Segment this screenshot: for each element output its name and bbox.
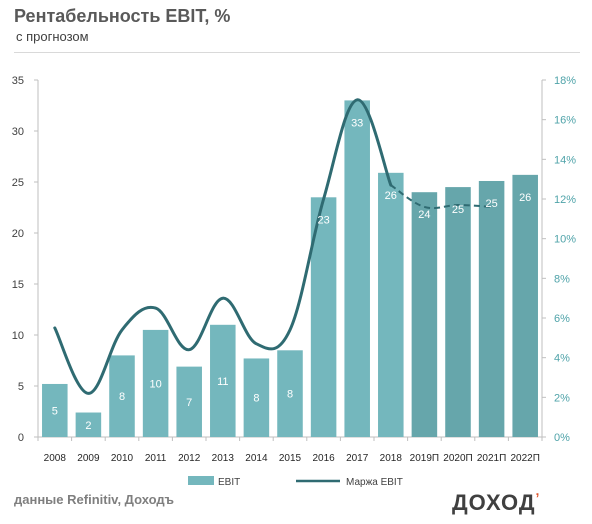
bar-ebit [378,172,404,437]
right-axis-tick-label: 2% [554,392,570,404]
bar-data-label: 33 [351,117,363,129]
bar-data-label: 5 [52,405,58,417]
right-axis-tick-label: 18% [554,75,576,87]
bar-ebit [109,355,135,437]
right-axis-tick-label: 14% [554,154,576,166]
x-axis-tick-label: 2022П [510,453,539,464]
bar-data-label: 7 [186,397,192,409]
right-axis-tick-label: 10% [554,234,576,246]
line-marzha-ebit [53,98,393,395]
bar-data-label: 11 [217,376,228,388]
x-axis-tick-label: 2009 [77,453,100,464]
bar-ebit [478,180,505,438]
legend-label-marzha: Маржа EBIT [346,477,403,488]
bar-data-label: 26 [385,190,397,202]
bar-ebit [75,412,102,437]
right-axis-tick-label: 12% [554,194,576,206]
x-axis-tick-label: 2012 [178,453,201,464]
source-note: данные Refinitiv, Доходъ [14,492,174,507]
bar-data-label: 25 [452,204,464,216]
left-axis-tick-label: 30 [12,126,24,138]
bar-data-label: 26 [519,192,531,204]
right-axis-tick-label: 0% [554,432,570,444]
bar-data-label: 8 [119,391,125,403]
left-axis-tick-label: 5 [18,381,24,393]
x-axis-tick-label: 2021П [477,453,506,464]
x-axis-tick-label: 2016 [312,453,335,464]
x-axis-tick-label: 2019П [410,453,439,464]
bar-ebit [411,192,438,437]
bar-ebit [512,174,538,438]
left-axis-tick-label: 0 [18,432,24,444]
bar-ebit [142,329,169,437]
x-axis-tick-label: 2013 [212,453,235,464]
bar-ebit [176,366,202,437]
bar-data-label: 8 [253,393,259,405]
left-axis-tick-label: 10 [12,330,24,342]
x-axis-tick-label: 2008 [44,453,67,464]
bar-data-label: 2 [85,420,91,432]
left-axis-tick-label: 25 [12,177,24,189]
x-axis-tick-label: 2010 [111,453,134,464]
left-axis-tick-label: 35 [12,75,24,87]
page-subtitle: с прогнозом [16,29,89,44]
brand-mark: ʼ [535,490,541,506]
bar-ebit [210,324,236,437]
right-axis-tick-label: 4% [554,353,570,365]
x-axis-tick-label: 2015 [279,453,302,464]
x-axis-tick-label: 2011 [145,453,167,464]
x-axis-tick-label: 2020П [443,453,472,464]
x-axis-tick-label: 2018 [380,453,403,464]
bar-ebit [445,187,471,437]
x-axis-tick-label: 2014 [245,453,268,464]
bar-ebit [42,383,68,437]
x-axis-tick-label: 2017 [346,453,369,464]
title-divider [14,52,580,53]
legend-swatch-ebit [188,476,214,485]
bar-ebit [344,100,370,438]
right-axis-tick-label: 6% [554,313,570,325]
bar-data-label: 25 [485,198,497,210]
right-axis-tick-label: 8% [554,273,570,285]
bar-data-label: 24 [418,209,430,221]
line-marzha-ebit-forecast [390,184,492,210]
brand-text: ДОХОД [452,490,536,515]
bar-ebit [277,350,303,437]
left-axis-tick-label: 15 [12,279,24,291]
bar-data-label: 23 [317,214,329,226]
page-title: Рентабельность EBIT, % [14,6,231,26]
bar-data-label: 8 [287,389,293,401]
bar-data-label: 10 [149,378,161,390]
legend-label-ebit: EBIT [218,477,240,488]
brand-logo: ДОХОДʼ [452,490,540,516]
left-axis-tick-label: 20 [12,228,24,240]
right-axis-tick-label: 16% [554,115,576,127]
bar-ebit [243,358,270,437]
